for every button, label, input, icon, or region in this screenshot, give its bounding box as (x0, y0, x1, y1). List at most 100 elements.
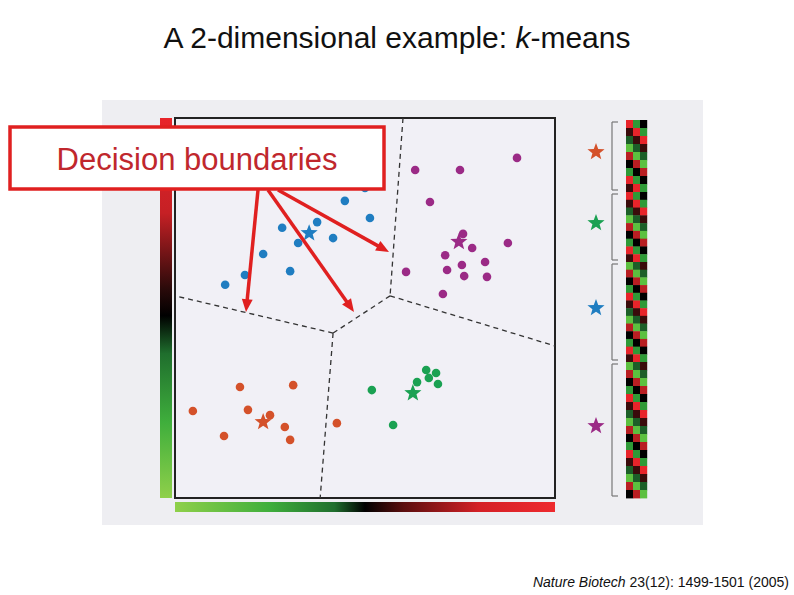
heatmap-cell (640, 474, 647, 482)
point (468, 244, 477, 253)
cluster-star (587, 214, 604, 230)
point (441, 251, 450, 260)
heatmap-cell (640, 308, 647, 316)
arrow (247, 190, 258, 304)
heatmap-cell (626, 300, 633, 308)
heatmap-cell (626, 285, 633, 293)
title-part: -means (530, 21, 630, 54)
heatmap-cell (633, 378, 640, 386)
heatmap-cell (633, 474, 640, 482)
centroid (255, 413, 272, 429)
heatmap-cell (633, 144, 640, 152)
heatmap-cell (633, 120, 640, 128)
heatmap-cell (640, 120, 647, 128)
heatmap-cell (626, 402, 633, 410)
heatmap-cell (626, 215, 633, 223)
heatmap-cell (640, 176, 647, 184)
heatmap-cell (626, 277, 633, 285)
heatmap-cell (640, 208, 647, 216)
heatmap-cell (640, 410, 647, 418)
heatmap-cell (633, 308, 640, 316)
heatmap-cell (640, 215, 647, 223)
centroid (450, 233, 467, 249)
heatmap-cell (640, 316, 647, 324)
heatmap-cell (633, 434, 640, 442)
point (189, 407, 198, 416)
heatmap-cell (640, 490, 647, 498)
heatmap-cell (626, 254, 633, 262)
heatmap-cell (626, 394, 633, 402)
heatmap-cell (633, 254, 640, 262)
heatmap-cell (626, 223, 633, 231)
heatmap-cell (626, 378, 633, 386)
heatmap-cell (640, 262, 647, 270)
heatmap-cell (626, 482, 633, 490)
heatmap-cell (633, 208, 640, 216)
heatmap-cell (626, 200, 633, 208)
heatmap-cell (633, 277, 640, 285)
heatmap-cell (640, 254, 647, 262)
heatmap-cell (640, 339, 647, 347)
heatmap-cell (626, 208, 633, 216)
heatmap-cell (633, 354, 640, 362)
heatmap-cell (633, 450, 640, 458)
heatmap-cell (640, 418, 647, 426)
annotation-box (10, 127, 384, 189)
cluster-star (587, 299, 604, 315)
centroid (404, 384, 421, 400)
point (389, 421, 398, 430)
heatmap-cell (633, 339, 640, 347)
point (329, 234, 338, 243)
heatmap-cell (626, 192, 633, 200)
point (341, 197, 350, 206)
heatmap-cell (633, 316, 640, 324)
heatmap-cell (633, 300, 640, 308)
source-part: 23(12): 1499-1501 (2005) (626, 574, 789, 590)
heatmap-cell (633, 394, 640, 402)
heatmap-cell (633, 231, 640, 239)
heatmap-cell (626, 144, 633, 152)
source: Nature Biotech 23(12): 1499-1501 (2005) (533, 574, 789, 590)
heatmap-cell (640, 362, 647, 370)
heatmap-cell (640, 200, 647, 208)
heatmap-cell (633, 223, 640, 231)
heatmap-cell (626, 410, 633, 418)
heatmap-cell (633, 331, 640, 339)
heatmap-cell (626, 370, 633, 378)
arrow (278, 190, 382, 248)
decision-boundary (390, 118, 403, 296)
heatmap-cell (626, 239, 633, 247)
heatmap-cell (633, 176, 640, 184)
point (434, 380, 443, 389)
heatmap-cell (626, 362, 633, 370)
heatmap-cell (633, 184, 640, 192)
heatmap-cell (640, 378, 647, 386)
heatmap-cell (640, 347, 647, 355)
heatmap-cell (626, 308, 633, 316)
heatmap-cell (626, 339, 633, 347)
point (513, 154, 522, 163)
heatmap-cell (640, 370, 647, 378)
heatmap-cell (626, 152, 633, 160)
heatmap-cell (633, 466, 640, 474)
point (244, 406, 253, 415)
point (402, 268, 411, 277)
heatmap-cell (626, 270, 633, 278)
heatmap-cell (626, 331, 633, 339)
heatmap-cell (640, 239, 647, 247)
slide: A 2-dimensional example: k-meansDecision… (0, 0, 794, 595)
heatmap-cell (640, 184, 647, 192)
group-bracket (611, 194, 612, 260)
group-bracket (612, 363, 618, 364)
heatmap-cell (640, 458, 647, 466)
group-bracket (612, 121, 618, 122)
heatmap-cell (640, 293, 647, 301)
annotation: Decision boundaries (57, 142, 338, 177)
heatmap-cell (640, 160, 647, 168)
cluster-star (587, 143, 604, 159)
heatmap-cell (640, 394, 647, 402)
point (333, 419, 342, 428)
heatmap-cell (640, 277, 647, 285)
heatmap-cell (633, 482, 640, 490)
heatmap-cell (640, 354, 647, 362)
